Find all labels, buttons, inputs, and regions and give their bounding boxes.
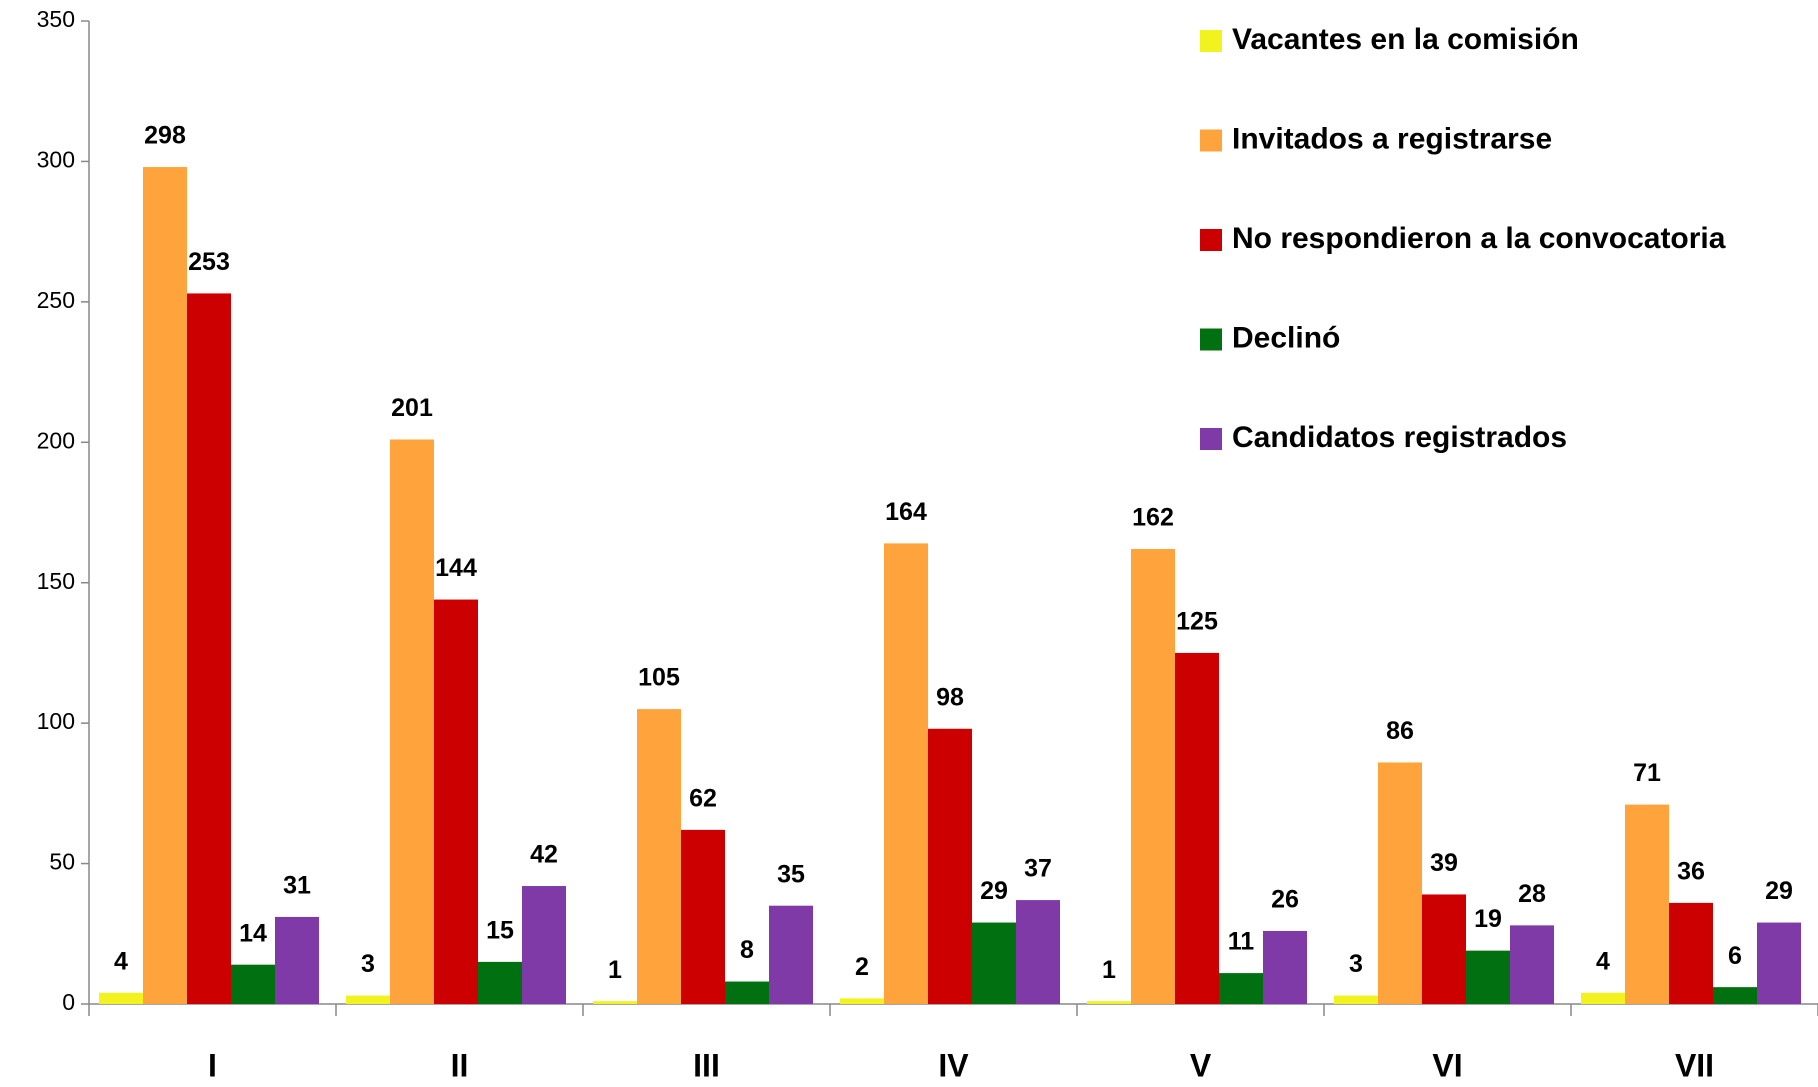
data-label: 144 (435, 554, 477, 582)
bar (1625, 804, 1669, 1004)
x-tick-label: IV (938, 1047, 969, 1083)
x-tick-label: VI (1432, 1047, 1462, 1083)
data-label: 253 (188, 248, 230, 276)
legend-label: Vacantes en la comisión (1232, 23, 1579, 56)
data-label: 6 (1728, 942, 1742, 970)
bar (1669, 902, 1713, 1004)
legend-label: Declinó (1232, 321, 1340, 354)
bar (1087, 1001, 1131, 1004)
bar (1581, 992, 1625, 1004)
data-label: 2 (855, 953, 869, 981)
data-label: 29 (1765, 877, 1793, 905)
y-tick-label: 0 (62, 989, 75, 1015)
data-label: 8 (740, 936, 754, 964)
data-label: 125 (1176, 608, 1218, 636)
bar (346, 995, 390, 1004)
bar (593, 1001, 637, 1004)
bar (637, 709, 681, 1004)
data-label: 36 (1677, 858, 1705, 886)
data-label: 37 (1024, 855, 1052, 883)
x-tick-label: I (208, 1047, 217, 1083)
bar (1016, 900, 1060, 1004)
data-label: 31 (283, 872, 311, 900)
legend-swatch (1200, 30, 1222, 52)
data-label: 298 (144, 122, 186, 150)
data-label: 105 (638, 664, 680, 692)
y-tick-label: 50 (49, 849, 75, 875)
x-tick-label: VII (1675, 1047, 1714, 1083)
bar (187, 293, 231, 1005)
data-label: 98 (936, 683, 964, 711)
bar (1263, 930, 1307, 1004)
legend-label: Invitados a registrarse (1232, 122, 1552, 155)
bar (1378, 762, 1422, 1004)
bar (840, 998, 884, 1004)
data-label: 15 (486, 916, 514, 944)
bar (275, 916, 319, 1004)
bar (231, 964, 275, 1004)
x-tick-label: II (451, 1047, 469, 1083)
data-label: 3 (1349, 950, 1363, 978)
data-label: 28 (1518, 880, 1546, 908)
legend-swatch (1200, 129, 1222, 152)
bar (522, 886, 566, 1004)
x-tick-label: III (693, 1047, 720, 1083)
legend-label: No respondieron a la convocatoria (1232, 222, 1726, 255)
bar (1713, 987, 1757, 1004)
data-label: 71 (1633, 759, 1661, 787)
y-tick-label: 300 (37, 147, 75, 173)
bar (1466, 950, 1510, 1004)
y-tick-label: 350 (37, 6, 75, 32)
data-label: 3 (361, 950, 375, 978)
bar (478, 961, 522, 1004)
bar (681, 829, 725, 1004)
data-label: 4 (1596, 947, 1610, 975)
data-label: 11 (1228, 928, 1255, 956)
data-label: 62 (689, 784, 717, 812)
data-label: 1 (608, 956, 622, 984)
data-label: 4 (114, 947, 128, 975)
data-label: 42 (530, 841, 558, 869)
bar (143, 167, 187, 1004)
data-label: 86 (1386, 717, 1414, 745)
legend-label: Candidatos registrados (1232, 421, 1567, 454)
bar (1175, 652, 1219, 1004)
x-tick-label: V (1190, 1047, 1212, 1083)
y-tick-label: 100 (37, 708, 75, 734)
data-label: 26 (1271, 886, 1299, 914)
data-label: 1 (1102, 956, 1116, 984)
data-label: 164 (885, 498, 927, 526)
bar (390, 439, 434, 1004)
bar (1131, 549, 1175, 1004)
data-label: 35 (777, 860, 805, 888)
data-label: 14 (239, 919, 267, 947)
bar (1334, 995, 1378, 1004)
legend-swatch (1200, 428, 1222, 450)
bar (1757, 922, 1801, 1004)
bar (1510, 925, 1554, 1004)
bar (972, 922, 1016, 1004)
bar (884, 543, 928, 1004)
bar (769, 905, 813, 1004)
bar (1219, 973, 1263, 1004)
bar (1422, 894, 1466, 1004)
bar (99, 992, 143, 1004)
data-label: 19 (1474, 905, 1502, 933)
data-label: 39 (1430, 849, 1458, 877)
bar (928, 728, 972, 1004)
y-tick-label: 250 (37, 287, 75, 313)
y-tick-label: 150 (37, 568, 75, 594)
data-label: 162 (1132, 504, 1174, 532)
bar (434, 599, 478, 1004)
bar (725, 981, 769, 1004)
data-label: 29 (980, 877, 1008, 905)
data-label: 201 (391, 394, 433, 422)
y-tick-label: 200 (37, 427, 75, 453)
legend-swatch (1200, 229, 1222, 251)
legend-swatch (1200, 328, 1222, 351)
